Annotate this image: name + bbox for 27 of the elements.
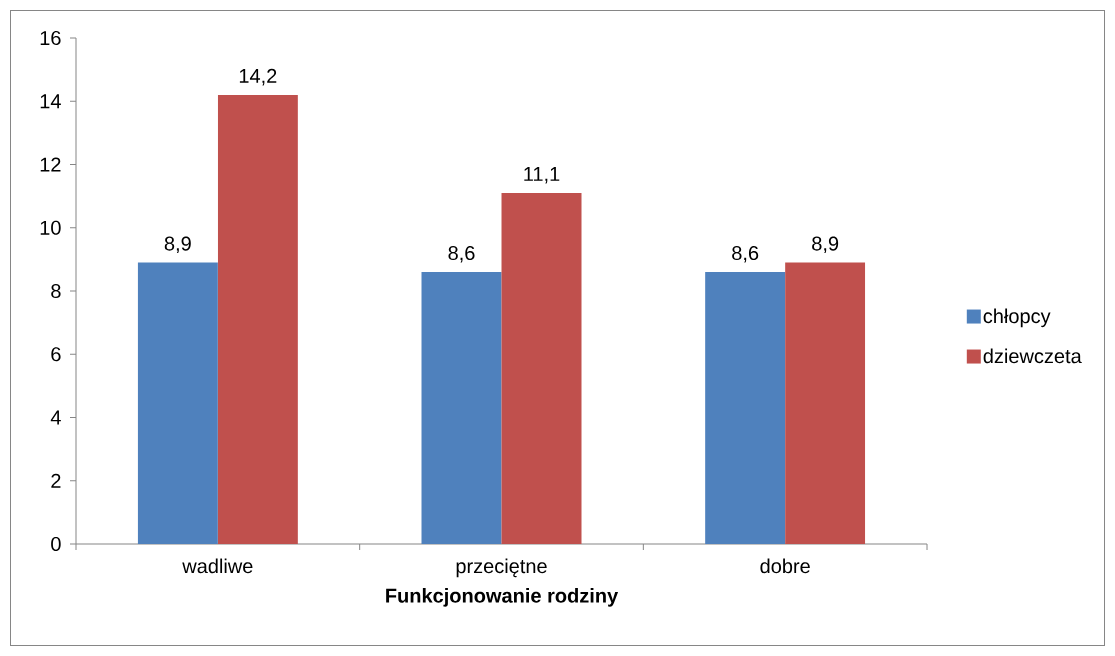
y-tick-label: 14 [40,94,61,109]
x-tick-label: przeciętne [456,558,547,578]
x-tick-label: dobre [760,558,810,574]
bar [137,262,218,544]
data-label: 14,2 [239,68,277,86]
legend-label: chłopcy [983,308,1051,328]
data-label: 8,6 [732,245,759,263]
y-tick-label: 8 [51,283,61,299]
data-label: 8,9 [812,236,839,253]
x-axis-title: Funkcjonowanie rodziny [386,588,619,607]
y-tick-label: 6 [51,347,61,362]
bar [705,272,786,544]
data-label: 11,1 [524,167,560,184]
bar [785,262,866,544]
y-tick-label: 16 [40,30,61,46]
y-tick-label: 2 [51,473,61,488]
y-tick-label: 4 [50,410,61,425]
y-tick-label: 10 [40,220,61,235]
data-label: 8,9 [164,236,191,253]
bar [501,192,582,544]
bar [217,94,298,544]
bar [421,272,502,544]
y-tick-label: 12 [40,157,61,172]
legend-label: dziewczeta [983,348,1082,364]
data-label: 8,6 [448,245,475,263]
y-tick-label: 0 [51,536,61,552]
x-tick-label: wadliwe [182,558,253,574]
